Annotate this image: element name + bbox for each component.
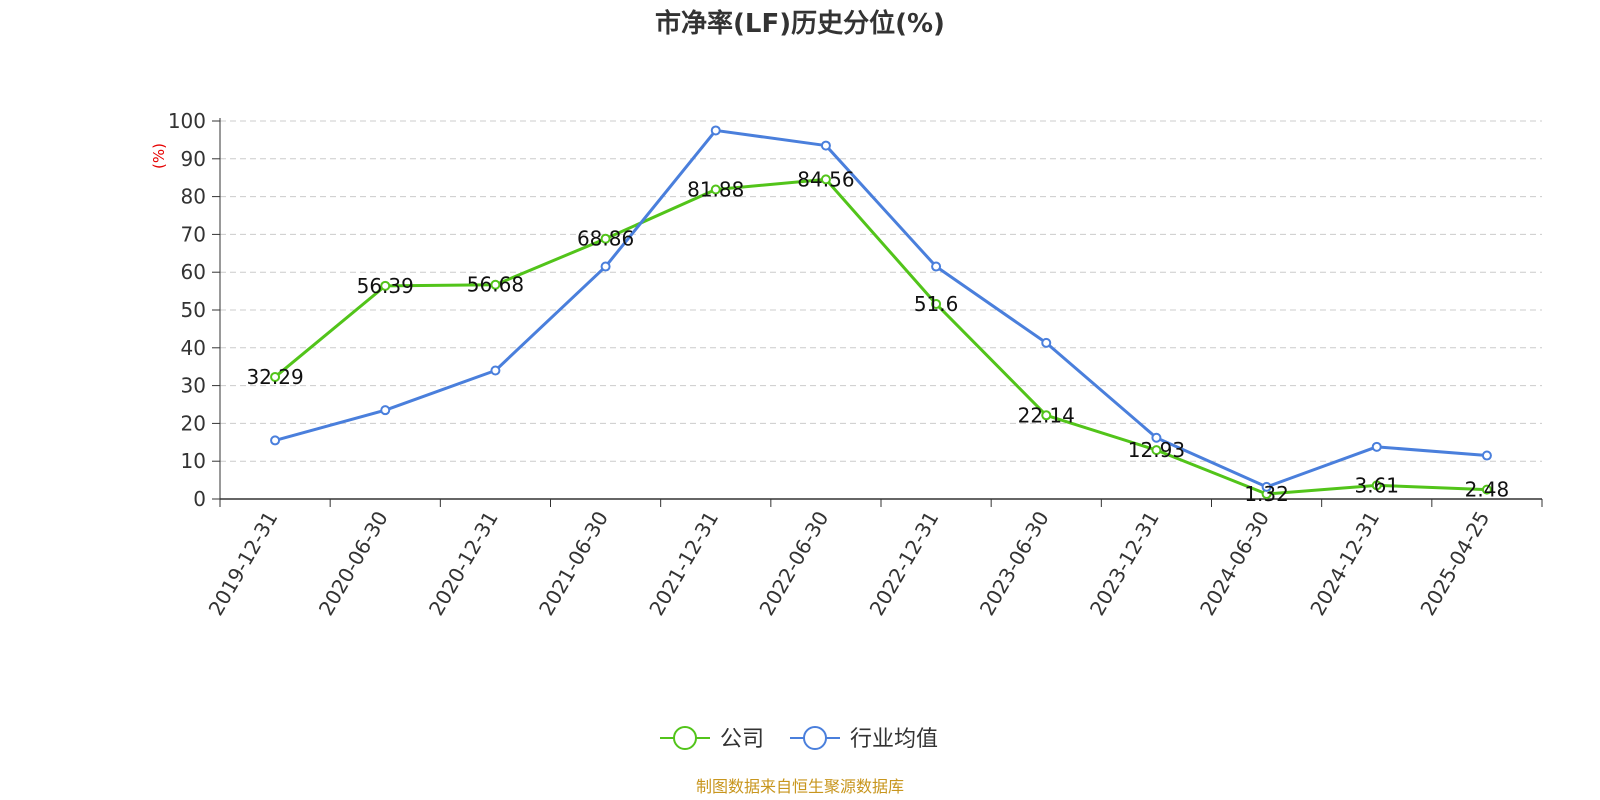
series-point-0[interactable] <box>1151 445 1162 456</box>
x-tick-label: 2024-12-31 <box>1305 507 1384 620</box>
y-tick-label: 50 <box>181 298 206 322</box>
y-tick-label: 80 <box>181 185 206 209</box>
y-tick-label: 90 <box>181 147 206 171</box>
legend-item-industry-average[interactable]: 行业均值 <box>790 726 938 752</box>
chart-title: 市净率(LF)历史分位(%) <box>655 8 945 39</box>
series-point-0[interactable] <box>270 371 281 382</box>
series-line-0 <box>274 177 1487 496</box>
series-point-0[interactable] <box>600 233 611 244</box>
x-tick-label: 2023-06-30 <box>975 507 1054 620</box>
legend-marker-industry-average <box>803 726 827 750</box>
data-label-company: 56.68 <box>467 273 524 297</box>
data-label-company: 22.14 <box>1018 403 1075 427</box>
series-point-0[interactable] <box>1481 484 1492 495</box>
legend-label-company: 公司 <box>720 727 764 752</box>
y-tick-label: 60 <box>181 260 206 284</box>
series-point-1[interactable] <box>1371 441 1382 452</box>
series-point-0[interactable] <box>931 298 942 309</box>
x-tick-label: 2020-06-30 <box>314 507 393 620</box>
series-point-1[interactable] <box>1151 432 1162 443</box>
series-point-1[interactable] <box>380 405 391 416</box>
y-tick-label: 0 <box>193 487 206 511</box>
x-tick-label: 2020-12-31 <box>424 507 503 620</box>
x-tick-label: 2021-12-31 <box>644 507 723 620</box>
data-labels: 32.29 56.39 56.68 68.86 81.88 84.56 51.6 22.14 1… <box>246 167 1509 506</box>
x-tick-label: 2019-12-31 <box>204 507 283 620</box>
y-tick-label: 30 <box>181 374 206 398</box>
legend: 公司 行业均值 <box>660 726 938 752</box>
data-label-company: 1.32 <box>1244 482 1289 506</box>
y-axis-unit-label: (%) <box>150 143 168 169</box>
series-point-0[interactable] <box>1371 480 1382 491</box>
series-point-1[interactable] <box>1481 450 1492 461</box>
x-tick-label: 2022-06-30 <box>754 507 833 620</box>
x-tick-label: 2023-12-31 <box>1085 507 1164 620</box>
x-tick-label: 2024-06-30 <box>1195 507 1274 620</box>
series-point-1[interactable] <box>600 261 611 272</box>
data-label-company: 68.86 <box>577 227 634 251</box>
x-tick-label: 2022-12-31 <box>865 507 944 620</box>
x-tick-label: 2025-04-25 <box>1415 507 1494 620</box>
legend-item-company[interactable]: 公司 <box>660 726 764 752</box>
y-tick-label: 10 <box>181 449 206 473</box>
series-line-1 <box>274 128 1488 489</box>
series-point-1[interactable] <box>490 365 501 376</box>
series-point-1[interactable] <box>710 125 721 136</box>
series-point-0[interactable] <box>1041 410 1052 421</box>
legend-marker-company <box>673 726 697 750</box>
x-tick-label: 2021-06-30 <box>534 507 613 620</box>
series-layer <box>270 125 1492 500</box>
data-label-company: 3.61 <box>1354 473 1399 497</box>
series-point-0[interactable] <box>820 174 831 185</box>
series-point-1[interactable] <box>1041 337 1052 348</box>
series-point-0[interactable] <box>490 279 501 290</box>
legend-label-industry-average: 行业均值 <box>850 727 938 752</box>
y-tick-label: 70 <box>181 222 206 246</box>
data-source-note: 制图数据来自恒生聚源数据库 <box>696 777 904 796</box>
series-point-0[interactable] <box>710 184 721 195</box>
y-tick-label: 20 <box>181 411 206 435</box>
series-point-1[interactable] <box>931 261 942 272</box>
data-label-company: 12.93 <box>1128 438 1185 462</box>
axes: 0 10 20 30 40 50 60 70 80 90 100 2019-12-31 2020-06-… <box>168 109 1543 620</box>
series-point-0[interactable] <box>380 280 391 291</box>
series-point-1[interactable] <box>270 435 281 446</box>
series-point-1[interactable] <box>820 140 831 151</box>
series-point-1[interactable] <box>1261 481 1272 492</box>
data-label-company: 84.56 <box>797 167 854 191</box>
data-label-company: 56.39 <box>357 274 414 298</box>
data-label-company: 32.29 <box>246 365 303 389</box>
data-label-company: 51.6 <box>914 292 959 316</box>
data-label-company: 2.48 <box>1465 478 1510 502</box>
grid-lines <box>220 120 1542 462</box>
y-tick-label: 100 <box>168 109 206 133</box>
y-tick-label: 40 <box>181 336 206 360</box>
data-label-company: 81.88 <box>687 177 744 201</box>
